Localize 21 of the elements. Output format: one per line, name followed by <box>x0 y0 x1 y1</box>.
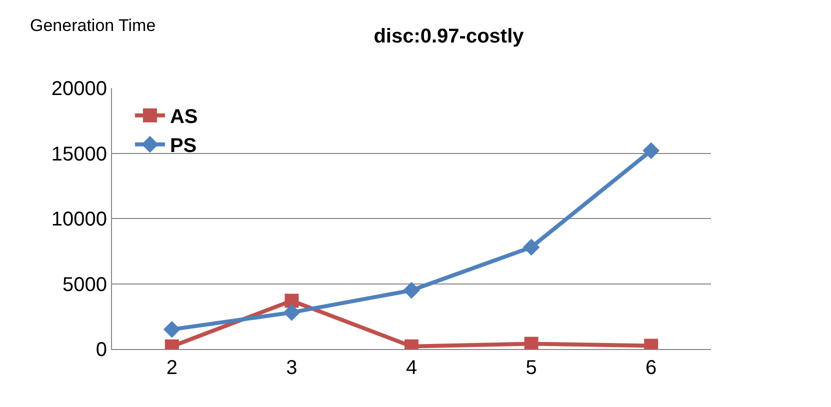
point <box>163 320 180 338</box>
legend-label: AS <box>170 106 198 128</box>
point <box>524 336 538 349</box>
point <box>522 238 540 256</box>
point <box>642 142 660 160</box>
x-tick-label: 2 <box>166 357 178 379</box>
y-axis-title: Generation Time <box>30 16 156 35</box>
point <box>403 282 420 299</box>
y-tick-label: 0 <box>96 339 107 361</box>
chart-title: disc:0.97-costly <box>374 25 525 48</box>
y-tick-label: 15000 <box>51 143 107 166</box>
legend-label: PS <box>170 135 197 158</box>
y-tick-label: 10000 <box>51 208 107 230</box>
x-tick-label: 6 <box>646 357 657 379</box>
x-tick-label: 4 <box>406 357 418 379</box>
point <box>284 294 299 308</box>
point <box>283 304 300 321</box>
y-tick-label: 5000 <box>62 274 107 296</box>
x-tick-label: 3 <box>286 357 298 379</box>
y-tick-label: 20000 <box>51 78 107 100</box>
x-tick-label: 5 <box>526 357 537 379</box>
